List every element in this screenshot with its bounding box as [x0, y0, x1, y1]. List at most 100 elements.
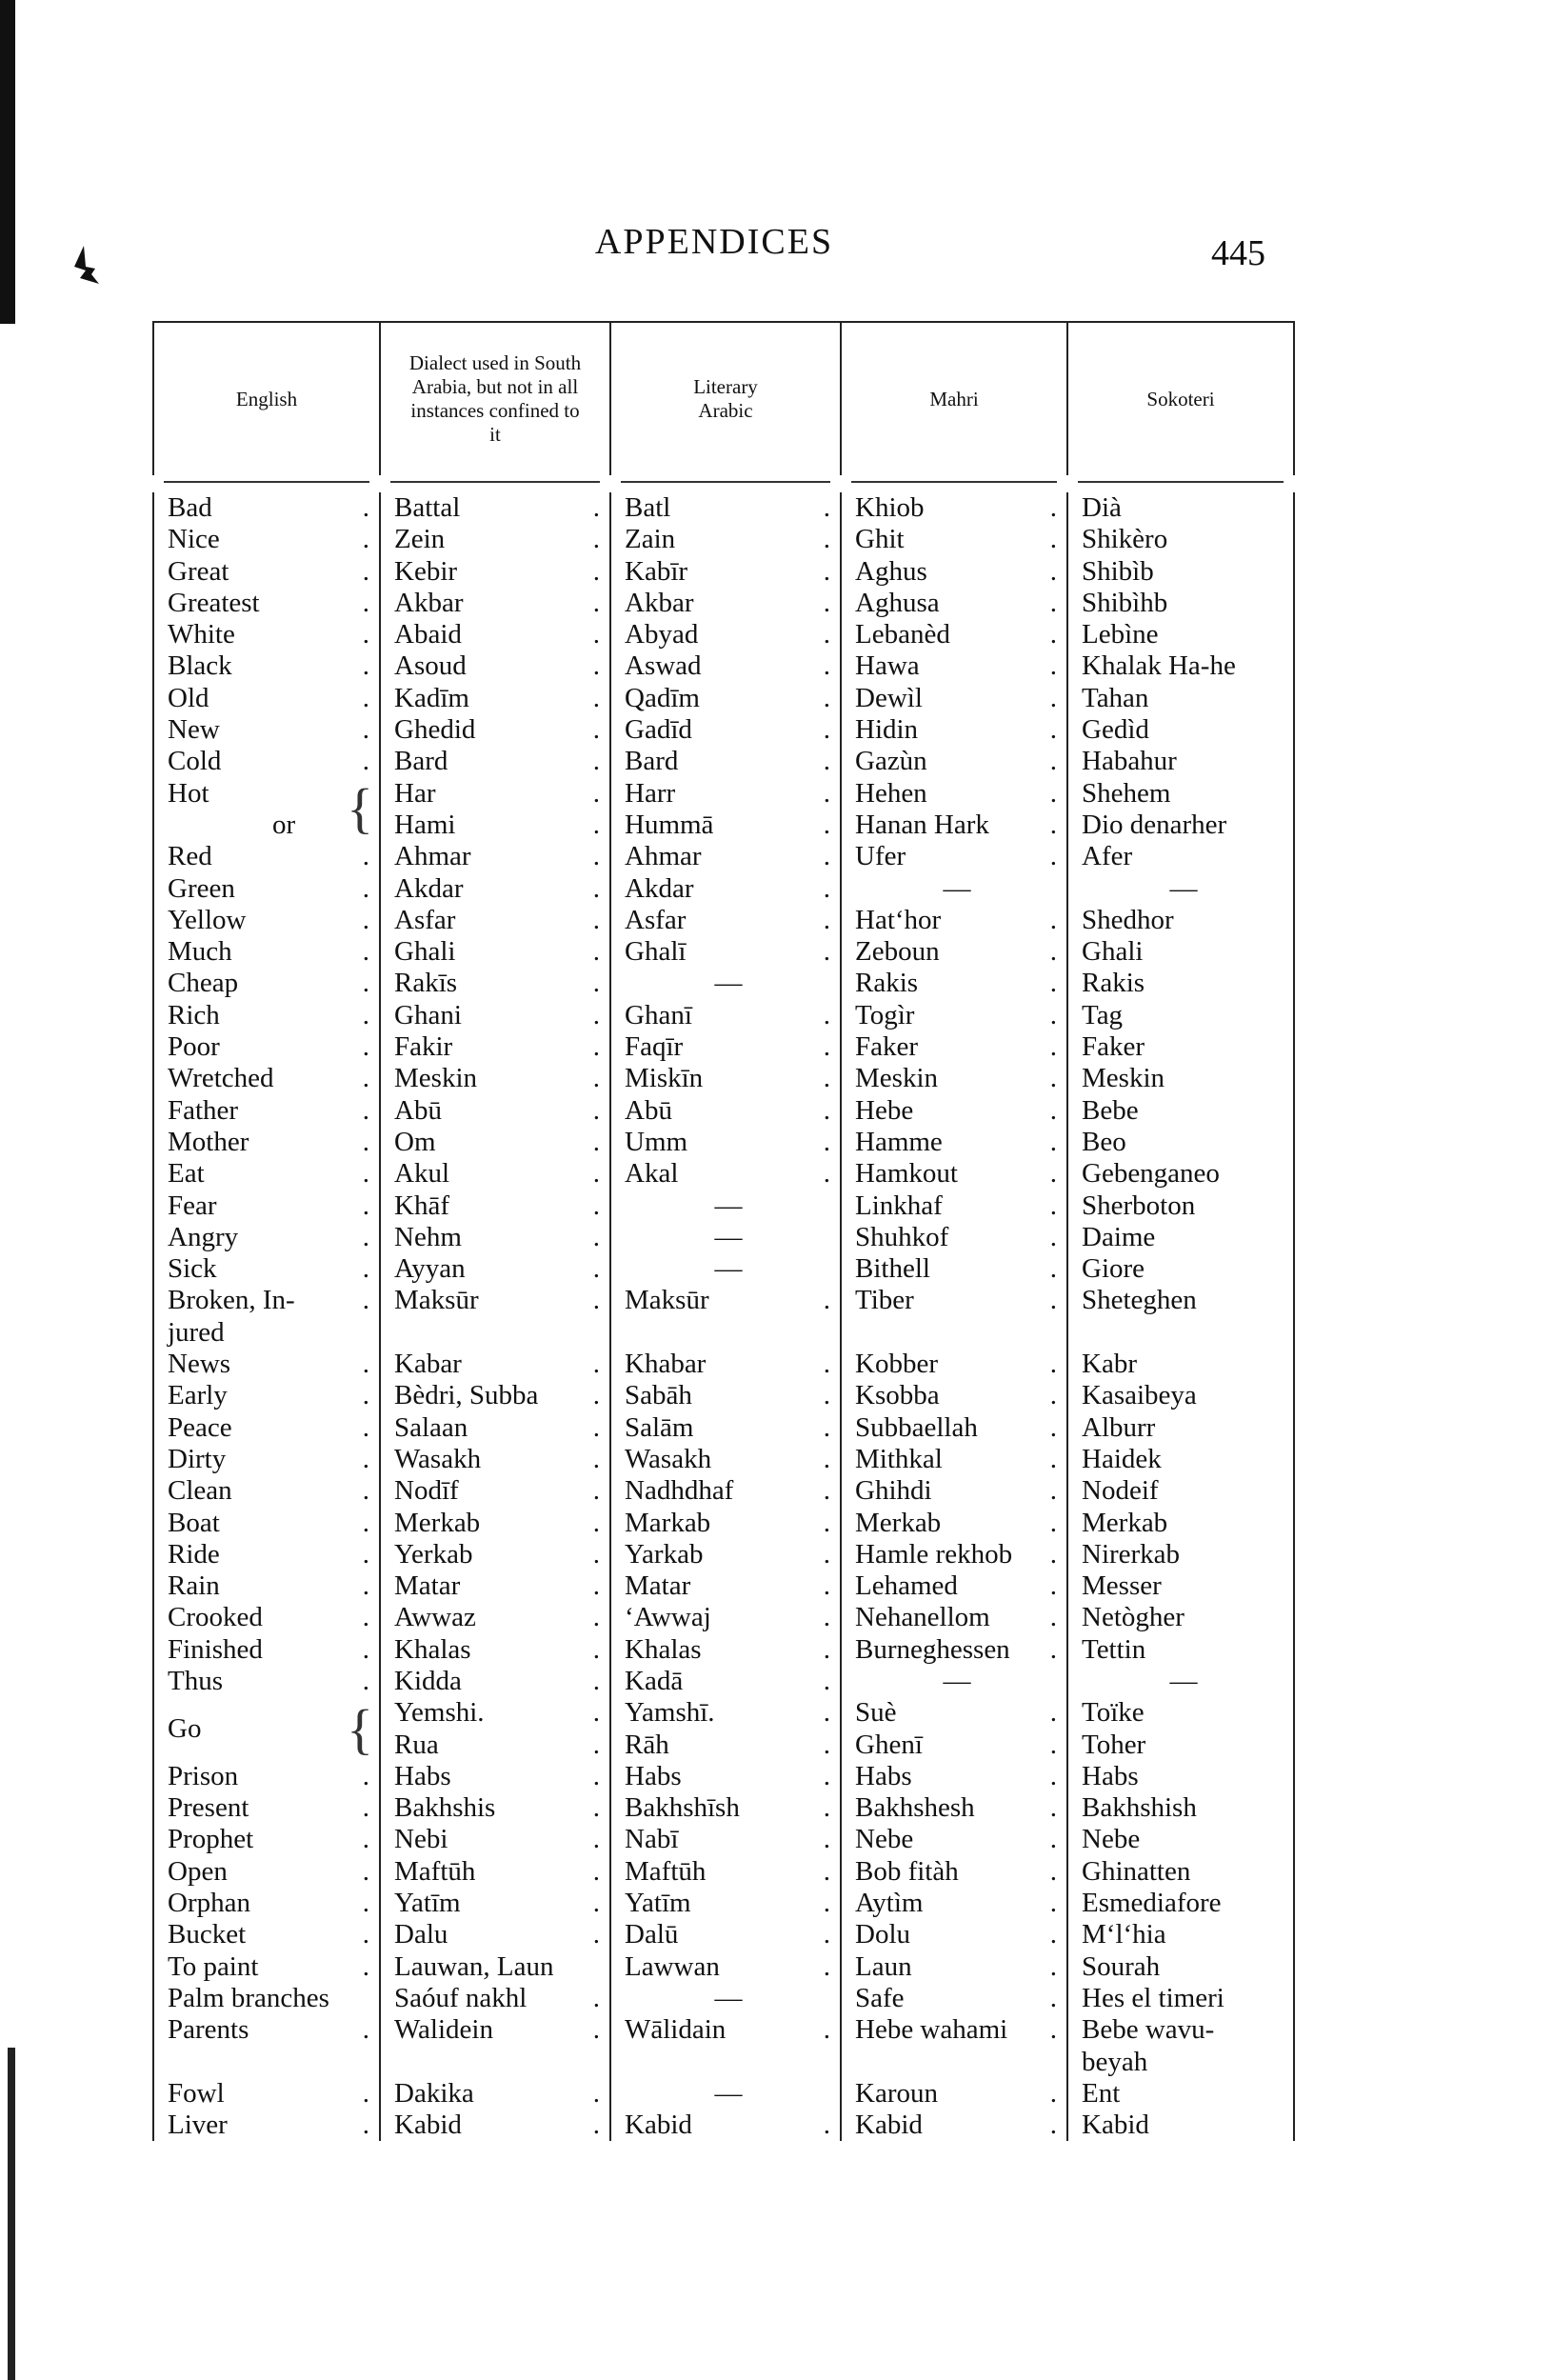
cell-text: Tahan	[1082, 682, 1149, 713]
dot-leader: .	[592, 777, 600, 809]
dot-leader: .	[1049, 1919, 1057, 1950]
cell-english: Finished.	[152, 1633, 379, 1666]
cell-text: Afer	[1082, 841, 1133, 872]
dot-leader: .	[592, 1094, 600, 1126]
vocabulary-table: English Dialect used in South Arabia, bu…	[152, 321, 1295, 2142]
dot-leader: .	[592, 872, 600, 904]
cell-text: Prison	[168, 1760, 239, 1791]
dot-leader: .	[1049, 1982, 1057, 2013]
cell-dialect: Akbar.	[379, 587, 609, 620]
cell-text: Qadīm	[625, 682, 700, 713]
cell-sokoteri: Giore	[1066, 1253, 1295, 1286]
dot-leader: .	[823, 809, 830, 840]
table-row: Palm branches Saóuf nakhl. — Safe. Hes el ti…	[152, 1982, 1295, 2015]
dot-leader: .	[362, 1190, 369, 1221]
dot-leader: .	[823, 650, 830, 682]
cell-mahri: Khiob.	[840, 492, 1066, 525]
cell-text: or	[272, 809, 296, 840]
cell-literary-arabic: Umm.	[609, 1126, 840, 1159]
cell-text: Mother	[168, 1126, 249, 1157]
cell-english: Green.	[152, 872, 379, 905]
cell-mahri: Bob fitàh.	[840, 1855, 1066, 1889]
cell-text: Sabāh	[625, 1380, 692, 1411]
page-number: 445	[1211, 233, 1265, 273]
cell-english: Ride.	[152, 1538, 379, 1571]
cell-text: Zain	[625, 524, 676, 555]
dot-leader: .	[823, 1285, 830, 1316]
dot-leader: .	[823, 1538, 830, 1570]
cell-literary-arabic: Asfar.	[609, 904, 840, 937]
dot-leader: .	[362, 1888, 369, 1919]
cell-text: Ufer	[855, 841, 906, 872]
cell-text: M‘l‘hia	[1082, 1919, 1166, 1950]
cell-sokoteri: Habs	[1066, 1760, 1295, 1793]
cell-text: Netògher	[1082, 1602, 1185, 1633]
cell-sokoteri: Lebìne	[1066, 619, 1295, 651]
cell-text: Linkhaf	[855, 1190, 943, 1221]
dot-leader: .	[823, 1443, 830, 1474]
cell-dialect: Om.	[379, 1126, 609, 1159]
cell-mahri: Zeboun.	[840, 936, 1066, 969]
cell-text: Safe	[855, 1982, 905, 2013]
cell-sokoteri: Faker	[1066, 1031, 1295, 1064]
table-row: Peace. Salaan. Salām. Subbaellah. Alburr	[152, 1411, 1295, 1444]
cell-mahri: Ghihdi.	[840, 1475, 1066, 1508]
cell-text: Boat	[168, 1507, 220, 1538]
cell-text: Lebìne	[1082, 619, 1159, 650]
cell-sokoteri: Shehem	[1066, 777, 1295, 810]
cell-mahri: Linkhaf.	[840, 1190, 1066, 1222]
cell-mahri: Burneghessen.	[840, 1633, 1066, 1666]
cell-english: or	[152, 809, 379, 842]
cell-english: News.	[152, 1349, 379, 1381]
dot-leader: .	[592, 1824, 600, 1855]
cell-sokoteri: Tahan	[1066, 682, 1295, 715]
header-mahri: Mahri	[840, 323, 1066, 483]
cell-text: Abū	[625, 1094, 672, 1126]
dot-leader: .	[1049, 2077, 1057, 2109]
cell-text: Batl	[625, 492, 671, 523]
cell-text: Abaid	[394, 619, 462, 650]
table-row: Ride. Yerkab. Yarkab. Hamle rekhob. Nirerkab	[152, 1538, 1295, 1571]
cell-text: Khiob	[855, 492, 925, 523]
dot-leader: . .	[823, 1697, 830, 1760]
cell-dialect: Merkab.	[379, 1507, 609, 1539]
cell-mahri: Laun.	[840, 1950, 1066, 1983]
dot-leader: .	[592, 1602, 600, 1633]
cell-text: Sheteghen	[1082, 1285, 1197, 1316]
brace-icon: {	[347, 776, 373, 839]
dot-leader: .	[362, 492, 369, 523]
cell-text: Nodīf	[394, 1475, 459, 1507]
header-sokoteri: Sokoteri	[1066, 323, 1295, 483]
cell-dialect: Zein.	[379, 524, 609, 556]
dot-leader: .	[362, 524, 369, 555]
cell-text: Dewìl	[855, 682, 923, 713]
table-row: Broken, In- jured. Maksūr. Maksūr. Tiber. Sh…	[152, 1285, 1295, 1350]
cell-text: Open	[168, 1855, 228, 1887]
cell-text: Ghalī	[625, 936, 687, 968]
dot-leader: .	[823, 746, 830, 777]
table-row: Father. Abū. Abū. Hebe. Bebe	[152, 1094, 1295, 1127]
cell-mahri: —	[840, 872, 1066, 905]
cell-literary-arabic: Matar.	[609, 1570, 840, 1603]
cell-literary-arabic: Wasakh.	[609, 1443, 840, 1476]
dot-leader: .	[1049, 1349, 1057, 1380]
cell-text: Rich	[168, 999, 220, 1030]
cell-text: Mithkal	[855, 1443, 943, 1474]
cell-text: Bucket	[168, 1919, 247, 1950]
dot-leader: .	[362, 1824, 369, 1855]
dot-leader: .	[823, 2110, 830, 2141]
cell-literary-arabic: —	[609, 1221, 840, 1254]
cell-sokoteri: Shikèro	[1066, 524, 1295, 556]
cell-sokoteri: Gedìd	[1066, 714, 1295, 747]
cell-dialect: Walidein.	[379, 2014, 609, 2078]
cell-text: Hehen	[855, 777, 927, 809]
dot-leader: .	[592, 619, 600, 650]
cell-literary-arabic: Kabīr.	[609, 555, 840, 588]
dot-leader: .	[1049, 587, 1057, 618]
table-row: Prophet. Nebi. Nabī. Nebe. Nebe	[152, 1824, 1295, 1856]
cell-sokoteri: Daime	[1066, 1221, 1295, 1254]
cell-text: Old	[168, 682, 209, 713]
cell-dialect: Salaan.	[379, 1411, 609, 1444]
cell-dialect: Abaid.	[379, 619, 609, 651]
dot-leader: .	[362, 1665, 369, 1696]
